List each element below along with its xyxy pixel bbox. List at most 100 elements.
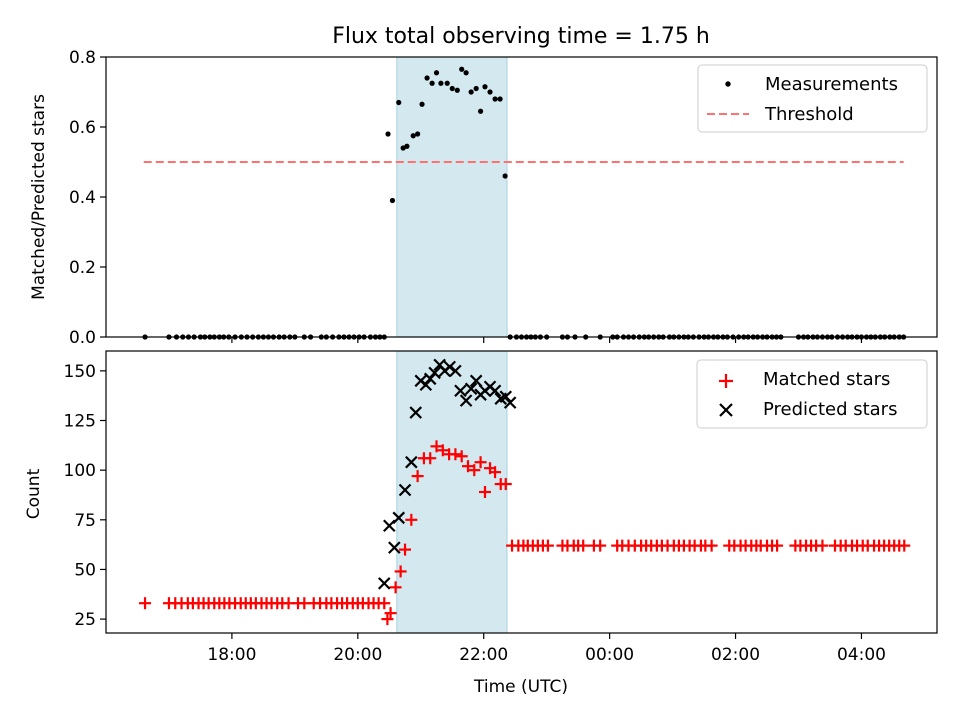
measurement-point [473,85,479,92]
count-y-ticks: 25 50 75 100 125 150 [64,362,106,630]
measurement-point [433,70,440,76]
legend-matched-marker [719,374,733,388]
x-tick-label: 20:00 [333,645,382,665]
predicted-point [459,394,473,407]
matched-point [394,565,407,578]
predicted-point-b [409,406,423,419]
measurement-point [477,108,484,114]
matched-point [898,539,911,552]
y-tick-label: 0.4 [69,188,96,208]
predicted-point-b [392,511,406,525]
count-legend-box [696,359,928,429]
matched-point [474,456,487,469]
matched-point [411,470,424,483]
matched-point [405,513,418,526]
y-tick-label: 50 [74,560,96,580]
matched-point [430,440,443,453]
matched-point [424,452,437,465]
measurement-point [492,96,498,102]
matched-point [816,539,829,552]
ratio-y-axis-label: Matched/Predicted stars [29,94,49,300]
matched-point [771,539,784,552]
predicted-point [488,384,502,397]
matched-point [705,539,718,552]
x-tick-label: 02:00 [711,645,760,665]
y-tick-label: 0.2 [69,258,96,278]
predicted-point-b [443,360,457,374]
measurement-point [449,85,455,92]
y-tick-label: 25 [74,610,96,630]
ratio-x-ticks [231,337,863,343]
measurement-point [396,99,402,106]
predicted-point [449,364,462,378]
measurement-point [429,80,435,86]
predicted-point-b [449,364,462,378]
measurement-point [502,173,508,179]
matched-point [468,464,481,477]
predicted-point-b [469,374,483,388]
matched-point [455,450,468,463]
measurement-point [463,70,469,76]
y-tick-label: 125 [64,412,96,432]
ratio-panel: 0.00.20.40.60.8 Matched/Predicted stars … [29,48,938,348]
predicted-point-b [464,382,478,396]
y-tick-label: 150 [64,362,96,382]
predicted-point-b [428,366,441,380]
count-x-ticks: 18:00 20:00 22:00 00:00 02:00 04:00 [207,633,886,665]
measurement-point [459,66,465,72]
predicted-point-b [459,394,473,407]
predicted-point [428,366,441,380]
matched-point [461,460,474,473]
legend-predicted-marker [719,403,733,417]
predicted-point-b [398,483,412,497]
measurement-point [389,197,396,204]
predicted-point-b [388,541,401,554]
measurement-point [424,75,430,81]
legend-threshold-label: Threshold [764,104,854,125]
measurement-point [438,80,444,86]
matched-point [389,581,402,594]
measurement-point [468,89,474,95]
y-tick-label: 0.0 [69,328,96,348]
predicted-point-b [377,577,391,590]
ratio-y-ticks: 0.0 0.2 0.4 0.6 0.8 [69,48,106,348]
matched-point [378,597,391,610]
measurement-point [454,87,460,93]
predicted-point-b [454,384,467,397]
measurement-point [385,131,391,137]
x-tick-label: 00:00 [585,645,634,665]
y-tick-label: 75 [74,511,96,531]
matched-point [577,539,590,552]
legend-measurements-marker [725,81,731,87]
predicted-point [409,406,423,419]
matched-point [541,539,554,552]
predicted-point [398,483,412,497]
predicted-stars-series [377,358,517,590]
count-panel-frame [105,350,938,634]
ratio-legend-box [697,64,928,133]
matched-point [139,597,152,610]
x-tick-label: 04:00 [837,645,886,665]
legend-predicted-label: Predicted stars [763,399,897,420]
matched-point [489,466,502,479]
predicted-point [469,374,483,388]
predicted-point [388,541,401,554]
matched-point [399,543,412,556]
measurement-point [415,131,421,137]
y-tick-label: 0.8 [69,48,96,68]
x-tick-label: 22:00 [459,645,508,665]
predicted-point-b [405,455,418,469]
legend-measurements-label: Measurements [765,74,898,95]
observing-window-highlight [396,56,508,338]
measurement-point [444,80,450,86]
count-legend: Matched stars Predicted stars [696,359,928,429]
predicted-point [392,511,406,525]
predicted-point [377,577,391,590]
x-axis-label: Time (UTC) [473,677,568,697]
legend-matched-label: Matched stars [763,369,890,390]
predicted-point [454,384,467,397]
predicted-point-b [488,384,502,397]
matched-stars-series [139,440,911,626]
measurement-point [404,143,410,149]
